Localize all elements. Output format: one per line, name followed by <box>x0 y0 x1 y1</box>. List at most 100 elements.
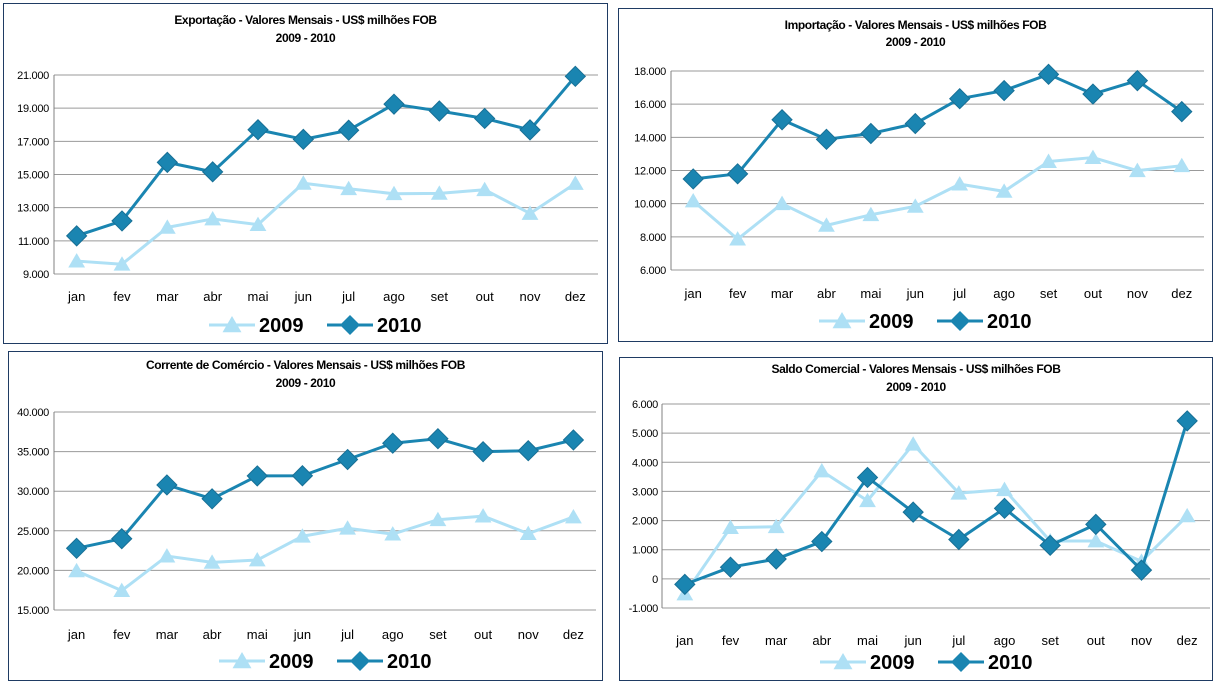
chart-svg: Importação - Valores Mensais - US$ milhõ… <box>634 18 1204 333</box>
point-2009-jul <box>950 485 968 500</box>
point-2009-mai <box>249 216 267 231</box>
y-tick-label: 40.000 <box>17 407 49 419</box>
point-2009-jul <box>340 180 358 196</box>
x-tick-label: nov <box>520 289 541 304</box>
y-tick-label: 15.000 <box>17 170 49 182</box>
point-2009-set <box>1040 153 1057 168</box>
point-2010-out <box>1082 83 1104 105</box>
y-tick-label: 19.000 <box>17 103 49 115</box>
chart-title: Saldo Comercial - Valores Mensais - US$ … <box>771 362 1061 376</box>
point-2010-jul <box>337 119 360 141</box>
point-2009-dez <box>565 508 582 524</box>
point-2010-ago <box>383 93 405 115</box>
point-2010-ago <box>382 432 404 454</box>
x-tick-label: jun <box>903 633 921 648</box>
x-tick-label: abr <box>817 286 836 301</box>
point-2010-abr <box>811 530 833 553</box>
point-2010-mai <box>860 122 882 145</box>
point-2009-dez <box>566 175 584 190</box>
point-2009-mar <box>158 548 176 563</box>
legend-label-2009: 2009 <box>870 652 915 674</box>
point-2010-jun <box>291 465 314 487</box>
x-tick-label: dez <box>563 627 584 642</box>
point-2009-abr <box>813 463 831 478</box>
point-2009-mai <box>859 492 876 508</box>
x-tick-label: set <box>429 627 447 642</box>
point-2009-jun <box>904 436 922 451</box>
point-2009-out <box>1084 149 1102 164</box>
x-tick-label: mar <box>765 633 788 648</box>
legend-label-2009: 2009 <box>259 315 304 337</box>
y-tick-label: 20.000 <box>17 565 49 577</box>
x-tick-label: mar <box>156 289 179 304</box>
y-tick-label: 10.000 <box>634 199 666 211</box>
x-tick-label: nov <box>1127 286 1148 301</box>
point-2009-nov <box>1128 162 1146 178</box>
point-2010-mar <box>765 548 787 570</box>
y-tick-label: 35.000 <box>17 447 49 459</box>
x-tick-label: jan <box>67 627 85 642</box>
point-2010-set <box>1037 63 1060 86</box>
x-tick-label: mai <box>248 289 269 304</box>
x-tick-label: fev <box>722 633 740 648</box>
point-2009-mai <box>862 206 880 222</box>
point-2009-nov <box>521 205 539 220</box>
trade-balance-chart-panel: Saldo Comercial - Valores Mensais - US$ … <box>619 357 1213 681</box>
y-tick-label: 3.000 <box>632 486 658 498</box>
point-2010-fev <box>111 528 133 550</box>
export-chart-panel: Exportação - Valores Mensais - US$ milhõ… <box>3 3 608 344</box>
point-2010-jun <box>902 501 924 523</box>
y-tick-label: 11.000 <box>18 236 49 248</box>
point-2010-set <box>1039 534 1061 557</box>
legend-label-2010: 2010 <box>988 652 1033 674</box>
legend-marker-2009 <box>833 653 853 670</box>
x-tick-label: dez <box>565 289 586 304</box>
x-tick-label: fev <box>113 289 131 304</box>
legend-label-2009: 2009 <box>869 311 914 333</box>
point-2010-fev <box>726 163 749 185</box>
x-tick-label: set <box>1040 286 1058 301</box>
chart-svg: Exportação - Valores Mensais - US$ milhõ… <box>17 13 598 337</box>
legend-marker-2009 <box>222 316 242 333</box>
point-2010-jan <box>674 573 696 596</box>
x-tick-label: ago <box>383 289 405 304</box>
point-2010-dez <box>564 65 587 88</box>
x-tick-label: jun <box>293 627 311 642</box>
point-2009-mar <box>767 518 785 534</box>
y-tick-label: 21.000 <box>17 70 49 82</box>
x-tick-label: set <box>431 289 449 304</box>
point-2009-jan <box>684 193 702 208</box>
point-2010-fev <box>111 210 133 232</box>
x-tick-label: abr <box>203 627 222 642</box>
point-2009-ago <box>995 183 1013 198</box>
series-line-2010 <box>76 75 577 238</box>
point-2009-jul <box>951 176 969 191</box>
point-2009-abr <box>204 210 222 226</box>
point-2010-dez <box>1171 100 1193 123</box>
point-2009-out <box>1087 532 1105 548</box>
point-2010-jun <box>292 128 315 151</box>
x-tick-label: nov <box>518 627 539 642</box>
x-tick-label: jun <box>906 286 924 301</box>
y-tick-label: 9.000 <box>23 269 49 281</box>
legend-marker-2010 <box>951 652 971 672</box>
y-tick-label: 16.000 <box>634 99 666 111</box>
x-tick-label: mar <box>771 286 794 301</box>
point-2009-nov <box>519 525 537 541</box>
point-2010-dez <box>1176 410 1198 432</box>
chart-subtitle: 2009 - 2010 <box>886 380 946 394</box>
point-2010-out <box>1085 513 1107 536</box>
legend-marker-2010 <box>340 315 360 335</box>
y-tick-label: 17.000 <box>17 136 49 148</box>
x-tick-label: abr <box>203 289 222 304</box>
point-2009-ago <box>384 526 402 541</box>
point-2010-dez <box>562 429 585 451</box>
point-2009-jan <box>68 562 85 578</box>
point-2010-ago <box>993 497 1016 520</box>
x-tick-label: dez <box>1171 286 1192 301</box>
point-2010-mai <box>247 119 269 141</box>
point-2010-mar <box>771 109 793 131</box>
y-tick-label: 6.000 <box>632 399 658 411</box>
chart-svg: Saldo Comercial - Valores Mensais - US$ … <box>629 362 1210 674</box>
point-2009-jun <box>294 175 312 190</box>
